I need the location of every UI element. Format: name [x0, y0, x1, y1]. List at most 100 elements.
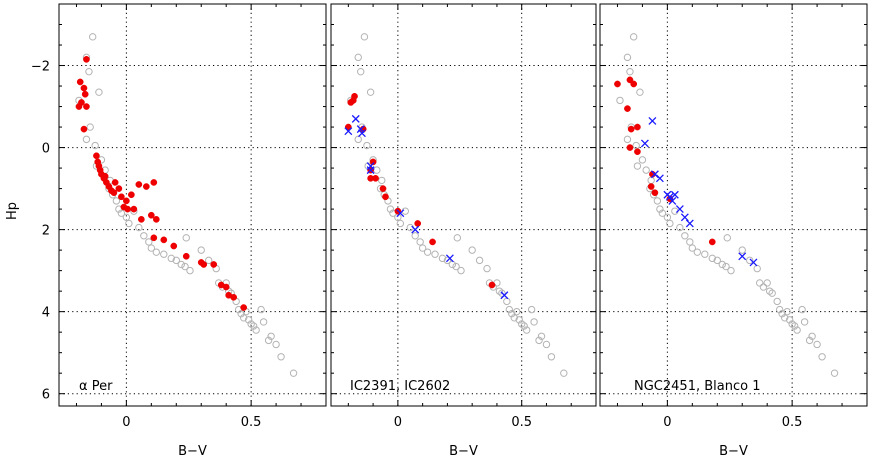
reference-point — [527, 305, 536, 314]
member-point — [627, 125, 635, 133]
member-point — [170, 242, 178, 250]
cross-point — [670, 190, 679, 199]
reference-point — [756, 279, 764, 287]
reference-point — [483, 264, 491, 273]
reference-point — [626, 67, 634, 76]
reference-point — [167, 254, 175, 263]
reference-point — [135, 223, 143, 232]
reference-point — [160, 250, 168, 258]
reference-point — [357, 67, 365, 76]
panel-label: IC2391, IC2602 — [350, 379, 450, 394]
member-point — [222, 283, 230, 291]
cross-point — [500, 291, 509, 300]
reference-point — [723, 234, 731, 242]
reference-point — [182, 234, 190, 242]
reference-point — [177, 260, 185, 269]
member-point — [128, 191, 135, 199]
reference-point — [513, 307, 521, 316]
reference-point — [438, 254, 447, 263]
reference-point — [145, 238, 153, 246]
reference-point — [252, 326, 260, 334]
reference-point — [638, 156, 647, 164]
member-point — [75, 103, 83, 110]
reference-point — [808, 332, 816, 340]
panel-label: NGC2451, Blanco 1 — [634, 379, 760, 394]
reference-point — [354, 53, 362, 62]
reference-point — [125, 219, 133, 228]
reference-point — [366, 88, 375, 96]
reference-point — [117, 209, 126, 217]
reference-point — [443, 256, 452, 265]
member-point — [230, 293, 238, 301]
reference-point — [537, 332, 546, 340]
reference-point — [783, 307, 791, 316]
cross-point — [665, 192, 674, 201]
reference-point — [530, 318, 538, 326]
reference-point — [423, 248, 432, 256]
reference-point — [140, 232, 148, 240]
reference-point — [277, 353, 285, 361]
reference-point — [267, 332, 275, 340]
reference-point — [633, 162, 642, 170]
reference-point — [753, 264, 761, 273]
y-tick-label: 6 — [42, 388, 50, 403]
reference-point — [510, 314, 518, 322]
cross-point — [357, 129, 366, 138]
member-point — [414, 220, 422, 227]
reference-point — [431, 250, 439, 258]
member-point — [614, 80, 621, 88]
member-point — [147, 211, 155, 219]
cross-point — [685, 219, 694, 228]
reference-point — [818, 353, 826, 361]
panel-frame — [330, 3, 597, 407]
panel-frame — [58, 3, 327, 407]
reference-point — [790, 322, 799, 330]
reference-point — [122, 213, 131, 222]
member-point — [80, 125, 88, 133]
y-tick-label: −2 — [31, 60, 50, 75]
reference-point — [656, 205, 664, 213]
reference-point — [560, 369, 568, 377]
reference-point — [763, 279, 771, 287]
reference-point — [373, 166, 381, 174]
reference-point — [82, 135, 91, 144]
member-point — [115, 185, 123, 192]
reference-point — [738, 246, 746, 254]
member-point — [76, 78, 84, 86]
cross-point — [668, 196, 677, 205]
y-tick-label: 0 — [42, 142, 50, 157]
x-tick-label: 0 — [122, 415, 130, 430]
panel-2: 0 0.5 B−V IC2391, IC2602 — [330, 3, 597, 459]
member-point — [93, 152, 100, 160]
reference-point — [453, 234, 462, 242]
x-tick-label: 0.5 — [511, 415, 532, 430]
cross-point — [396, 209, 405, 218]
reference-point — [468, 246, 476, 254]
member-point — [382, 193, 389, 201]
reference-point — [780, 314, 789, 322]
y-tick-label: 4 — [42, 306, 50, 321]
cross-point — [680, 213, 689, 222]
member-point — [624, 105, 631, 112]
reference-point — [616, 96, 624, 105]
reference-point — [411, 232, 419, 240]
member-point — [130, 205, 138, 213]
reference-point — [547, 353, 556, 361]
reference-point — [718, 260, 726, 269]
reference-point — [259, 318, 268, 326]
reference-point — [693, 248, 702, 256]
reference-point — [778, 310, 786, 318]
reference-point — [658, 209, 667, 217]
reference-point — [798, 305, 806, 314]
reference-point — [653, 197, 662, 205]
x-axis-label: B−V — [449, 444, 478, 459]
reference-point — [239, 314, 248, 322]
reference-point — [88, 33, 97, 41]
member-point — [83, 103, 90, 110]
reference-point — [495, 287, 504, 295]
reference-point — [247, 320, 255, 328]
reference-point — [264, 336, 273, 345]
member-point — [372, 174, 379, 182]
member-point — [81, 90, 89, 98]
